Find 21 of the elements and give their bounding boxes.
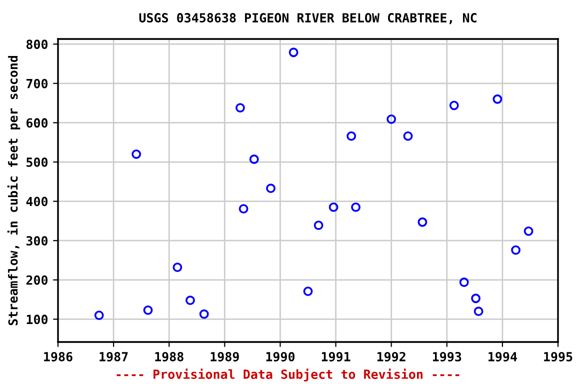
x-tick-label: 1993 [432,352,462,362]
chart-title: USGS 03458638 PIGEON RIVER BELOW CRABTREE, NC [139,13,476,24]
x-tick-label: 1992 [377,352,406,362]
y-tick-label: 300 [26,236,48,246]
x-tick-label: 1989 [210,352,239,362]
x-tick-label: 1991 [322,352,350,362]
y-tick-label: 700 [26,78,48,88]
y-axis-title: Streamflow, in cubic feet per second [7,56,20,326]
x-tick-label: 1994 [488,352,517,362]
y-tick-label: 200 [26,275,48,285]
x-tick-label: 1986 [44,352,72,362]
x-tick-label: 1988 [155,352,184,362]
x-tick-label: 1990 [266,352,295,362]
y-tick-label: 100 [26,314,48,324]
y-tick-label: 600 [26,118,48,128]
x-tick-label: 1987 [100,352,128,362]
y-tick-label: 500 [26,157,48,167]
y-tick-label: 400 [26,196,48,206]
text: ---- Provisional Data Subject to Revision ---- [116,368,460,382]
y-tick-label: 800 [26,40,48,50]
x-tick-label: 1995 [544,352,572,362]
